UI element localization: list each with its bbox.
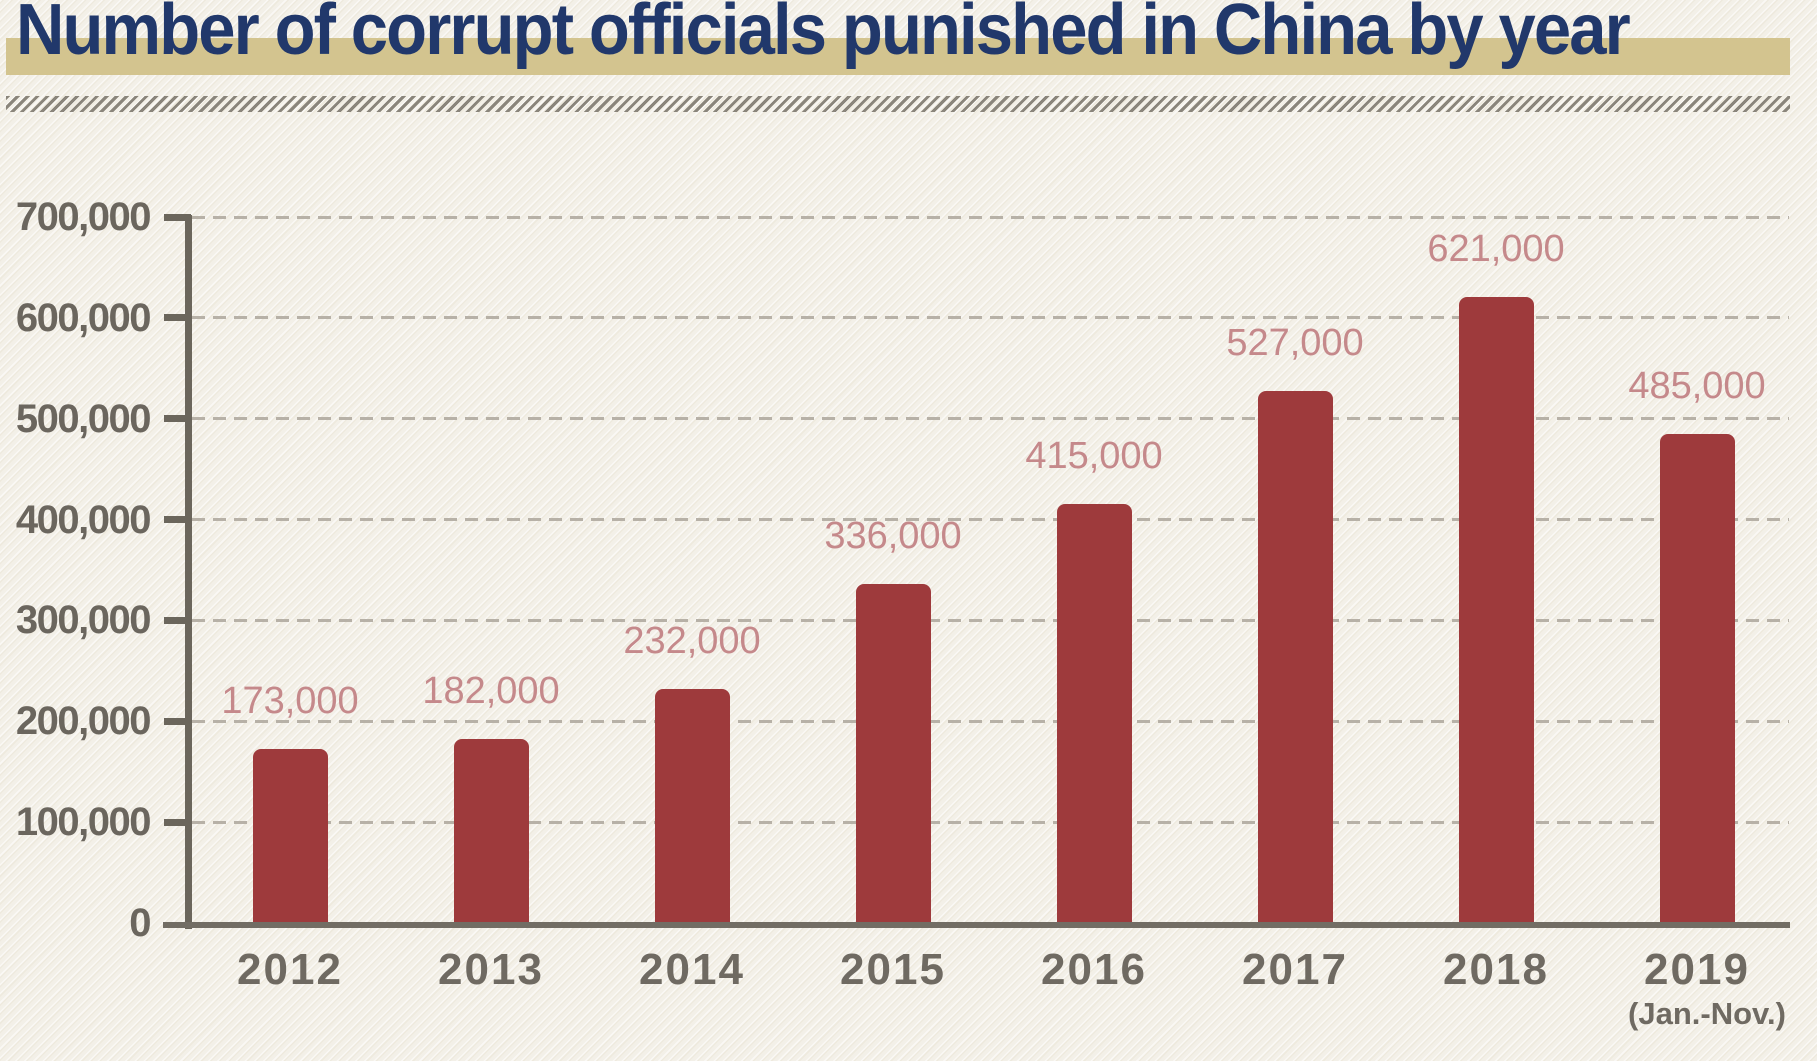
y-axis-tick-label: 600,000 [15,295,152,340]
x-axis-label-2019: 2019 [1644,945,1750,994]
x-axis-label-2016: 2016 [1041,945,1147,994]
hatch-divider [6,96,1790,112]
bar-2014 [654,689,730,923]
bar-value-label-2015: 336,000 [824,515,962,558]
bar-value-label-2017: 527,000 [1226,322,1364,365]
y-axis-tick-label: 700,000 [15,195,152,239]
gridline-100,000 [192,820,1789,824]
x-axis-label-2017: 2017 [1242,945,1348,994]
x-axis-label-2012: 2012 [237,945,343,994]
y-axis-tick-label: 300,000 [15,598,152,643]
title-highlight-bar [6,38,1790,75]
gridline-400,000 [192,518,1789,522]
bar-value-label-2013: 182,000 [422,670,560,713]
bar-value-label-2014: 232,000 [623,620,761,662]
bar-value-label-2018: 621,000 [1427,227,1565,270]
y-axis-tick-label: 0 [129,901,151,945]
bar-value-label-2019: 485,000 [1628,364,1766,407]
bar-2018 [1458,296,1534,923]
bar-2013 [453,739,529,923]
bar-2016 [1056,504,1132,923]
y-axis-tick [164,314,191,322]
x-axis-label-2018: 2018 [1443,945,1549,994]
bar-2015 [855,584,931,923]
x-axis-sublabel-2019: (Jan.-Nov.) [1628,996,1786,1031]
gridline-500,000 [192,417,1789,421]
gridline-300,000 [192,618,1789,622]
bar-2017 [1257,391,1333,923]
x-axis-line [163,922,1790,928]
y-axis-tick [164,415,191,423]
page-title: Number of corrupt officials punished in … [16,0,1631,70]
x-axis-label-2014: 2014 [639,945,745,994]
y-axis-tick [164,818,191,826]
gridline-600,000 [192,316,1789,320]
y-axis-tick [164,717,191,725]
y-axis-tick-label: 100,000 [15,800,152,845]
y-axis-tick [164,516,191,524]
y-axis-tick-label: 400,000 [15,497,152,542]
y-axis-tick [164,213,191,221]
bar-2012 [252,748,328,923]
bar-2019 [1659,433,1735,923]
y-axis-line [185,215,192,929]
x-axis-label-2013: 2013 [438,945,544,994]
gridline-700,000 [192,215,1789,219]
y-axis-tick [164,616,191,624]
bar-value-label-2016: 415,000 [1025,435,1163,478]
y-axis-tick-label: 200,000 [15,699,152,744]
bar-value-label-2012: 173,000 [221,679,359,722]
y-axis-tick-label: 500,000 [15,396,152,441]
gridline-200,000 [192,719,1789,723]
x-axis-label-2015: 2015 [840,945,946,994]
